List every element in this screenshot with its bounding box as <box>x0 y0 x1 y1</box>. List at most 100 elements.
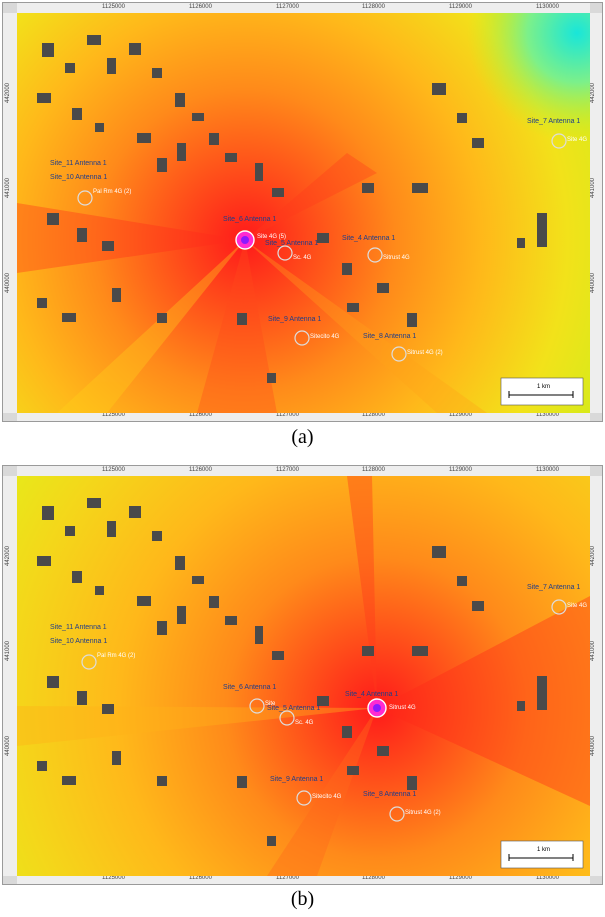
station-label: Sitrust 4G <box>383 255 410 261</box>
beam-rays <box>17 476 590 876</box>
site-marker-active[interactable]: Site_4 Antenna 1 Sitrust 4G <box>345 691 416 718</box>
scale-bar-label: 1 km <box>537 847 550 853</box>
station-label: Sitecito 4G <box>310 334 340 340</box>
x-tick-label: 1129000 <box>449 412 472 418</box>
site-marker[interactable]: Site_8 Antenna 1 Sitrust 4G (2) <box>363 791 441 822</box>
buildings <box>37 498 547 846</box>
station-label: Sitrust 4G <box>389 705 416 711</box>
site-marker[interactable]: Site_7 Antenna 1 Site 4G <box>527 584 587 615</box>
x-tick-label: 1127000 <box>276 4 299 10</box>
site-label: Site_11 Antenna 1 <box>50 624 107 631</box>
station-label: Sitrust 4G (2) <box>405 810 441 816</box>
site-marker[interactable]: Site_5 Antenna 1 Sc. 4G <box>265 240 318 261</box>
y-tick-label: 442000 <box>5 545 11 566</box>
site-marker[interactable]: Site_11 Antenna 1 Site_10 Antenna 1 Pal … <box>50 160 131 206</box>
y-tick-label: 440000 <box>590 272 596 293</box>
site-marker-active[interactable]: Site_6 Antenna 1 Site 4G (5) <box>223 216 286 250</box>
x-tick-label: 1128000 <box>362 4 385 10</box>
y-tick-label: 442000 <box>590 545 596 566</box>
station-label: Sc. 4G <box>295 720 314 726</box>
x-ruler-bottom: 1125000 1126000 1127000 1128000 1129000 … <box>17 874 590 884</box>
y-tick-label: 442000 <box>5 82 11 103</box>
y-tick-label: 440000 <box>5 272 11 293</box>
x-ruler-top: 1125000 1126000 1127000 1128000 1129000 … <box>17 3 590 13</box>
y-ruler-right: 442000 441000 440000 <box>588 13 602 413</box>
station-label: Pal Rm 4G (2) <box>93 189 131 195</box>
site-markers: Site_11 Antenna 1 Site_10 Antenna 1 Pal … <box>50 118 587 362</box>
signal-field <box>17 476 590 876</box>
weak-signal-zone <box>377 13 590 193</box>
coverage-map-frame: 1125000 1126000 1127000 1128000 1129000 … <box>2 465 603 885</box>
scale-bar: 1 km <box>500 377 584 406</box>
panel-caption: (b) <box>290 888 315 910</box>
site-marker[interactable]: Site_8 Antenna 1 Sitrust 4G (2) <box>363 333 443 362</box>
x-tick-label: 1129000 <box>449 875 472 881</box>
y-tick-label: 441000 <box>590 177 596 198</box>
y-tick-label: 441000 <box>5 177 11 198</box>
site-label: Site_8 Antenna 1 <box>363 333 416 340</box>
y-ruler-left: 442000 441000 440000 <box>3 13 17 413</box>
x-tick-label: 1129000 <box>449 4 472 10</box>
x-tick-label: 1126000 <box>189 875 212 881</box>
site-marker[interactable]: Site_7 Antenna 1 Site 4G <box>527 118 587 149</box>
y-tick-label: 441000 <box>5 640 11 661</box>
x-ruler-bottom: 1125000 1126000 1127000 1128000 1129000 … <box>17 411 590 421</box>
x-tick-label: 1125000 <box>102 875 125 881</box>
site-marker[interactable]: Site_5 Antenna 1 Sc. 4G <box>267 705 320 726</box>
station-label: Site 4G <box>567 603 587 609</box>
beam-rays <box>17 153 487 413</box>
site-label: Site_6 Antenna 1 <box>223 216 276 223</box>
x-tick-label: 1127000 <box>276 875 299 881</box>
station-label: Pal Rm 4G (2) <box>97 653 135 659</box>
site-label: Site_5 Antenna 1 <box>265 240 318 247</box>
y-tick-label: 440000 <box>5 735 11 756</box>
x-tick-label: 1127000 <box>276 412 299 418</box>
x-tick-label: 1130000 <box>536 412 559 418</box>
x-tick-label: 1126000 <box>189 467 212 473</box>
site-marker[interactable]: Site_6 Antenna 1 Site <box>223 684 276 714</box>
x-tick-label: 1127000 <box>276 467 299 473</box>
site-label: Site_10 Antenna 1 <box>50 174 107 181</box>
x-tick-label: 1126000 <box>189 4 212 10</box>
x-tick-label: 1125000 <box>102 4 125 10</box>
site-marker[interactable]: Site_9 Antenna 1 Sitecito 4G <box>270 776 342 806</box>
station-label: Sitrust 4G (2) <box>407 350 443 356</box>
station-label: Site 4G (5) <box>257 234 286 240</box>
scale-bar: 1 km <box>500 840 584 869</box>
x-tick-label: 1129000 <box>449 467 472 473</box>
x-tick-label: 1128000 <box>362 875 385 881</box>
x-tick-label: 1125000 <box>102 467 125 473</box>
site-marker[interactable]: Site_9 Antenna 1 Sitecito 4G <box>268 316 340 346</box>
station-label: Site 4G <box>567 137 587 143</box>
site-label: Site_8 Antenna 1 <box>363 791 416 798</box>
site-marker[interactable]: Site_11 Antenna 1 Site_10 Antenna 1 Pal … <box>50 624 135 670</box>
x-tick-label: 1130000 <box>536 467 559 473</box>
site-label: Site_5 Antenna 1 <box>267 705 320 712</box>
coverage-map[interactable]: 1 km Site_11 Antenna 1 Site_10 Antenna 1… <box>17 476 590 876</box>
panel-caption: (a) <box>291 426 314 448</box>
site-label: Site_4 Antenna 1 <box>345 691 398 698</box>
y-tick-label: 442000 <box>590 82 596 103</box>
site-label: Site_10 Antenna 1 <box>50 638 107 645</box>
x-tick-label: 1130000 <box>536 875 559 881</box>
x-ruler-top: 1125000 1126000 1127000 1128000 1129000 … <box>17 466 590 476</box>
y-ruler-right: 442000 441000 440000 <box>588 476 602 876</box>
coverage-map[interactable]: 1 km Site_11 Antenna 1 Site_10 Antenna 1… <box>17 13 590 413</box>
station-label: Sitecito 4G <box>312 794 342 800</box>
coverage-map-svg: 1 km Site_11 Antenna 1 Site_10 Antenna 1… <box>17 476 590 876</box>
y-tick-label: 440000 <box>590 735 596 756</box>
site-marker[interactable]: Site_4 Antenna 1 Sitrust 4G <box>342 235 410 263</box>
site-markers: Site_11 Antenna 1 Site_10 Antenna 1 Pal … <box>50 584 587 822</box>
site-label: Site_6 Antenna 1 <box>223 684 276 691</box>
site-label: Site_4 Antenna 1 <box>342 235 395 242</box>
site-label: Site_9 Antenna 1 <box>268 316 321 323</box>
site-label: Site_11 Antenna 1 <box>50 160 107 167</box>
coverage-map-frame: 1125000 1126000 1127000 1128000 1129000 … <box>2 2 603 422</box>
site-label: Site_7 Antenna 1 <box>527 118 580 125</box>
x-tick-label: 1128000 <box>362 467 385 473</box>
site-label: Site_9 Antenna 1 <box>270 776 323 783</box>
y-ruler-left: 442000 441000 440000 <box>3 476 17 876</box>
y-tick-label: 441000 <box>590 640 596 661</box>
coverage-map-svg: 1 km Site_11 Antenna 1 Site_10 Antenna 1… <box>17 13 590 413</box>
x-tick-label: 1130000 <box>536 4 559 10</box>
